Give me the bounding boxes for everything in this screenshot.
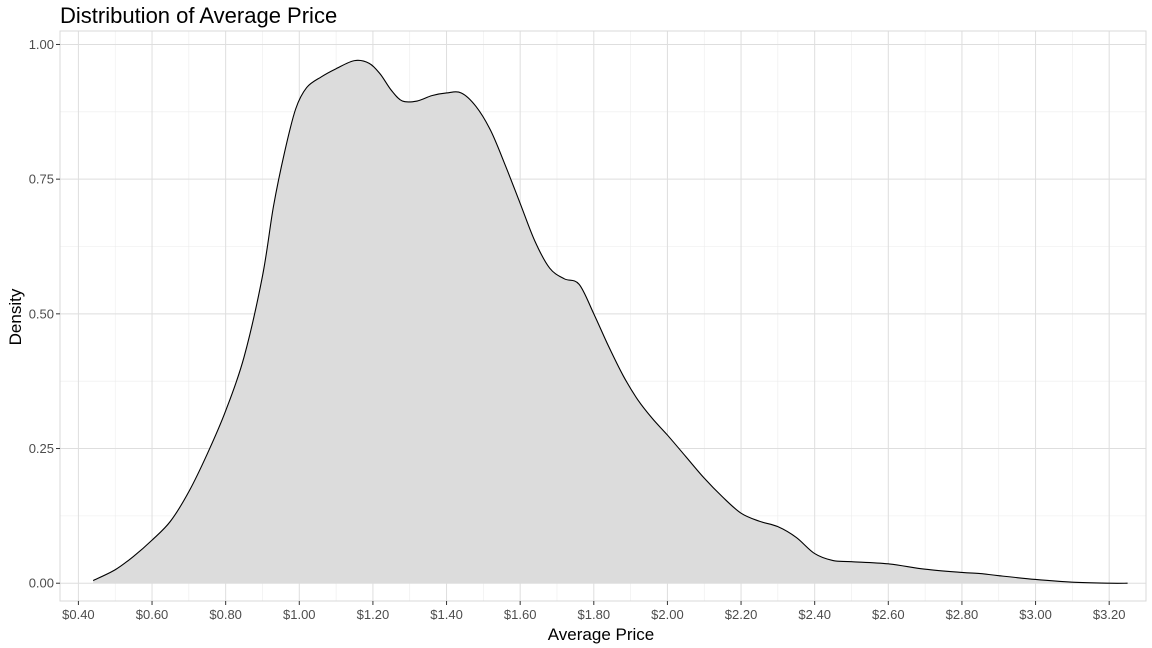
density-area-fill: [93, 60, 1128, 584]
x-axis-ticks: $0.40 $0.60 $0.80 $1.00 $1.20 $1.40 $1.60 $1.80…: [62, 601, 1125, 622]
x-axis-title: Average Price: [548, 625, 654, 644]
x-tick-label: $0.40: [62, 607, 95, 622]
x-tick-label: $1.60: [504, 607, 537, 622]
x-tick-label: $1.80: [578, 607, 611, 622]
chart-title: Distribution of Average Price: [60, 3, 337, 28]
x-tick-label: $2.60: [872, 607, 905, 622]
x-tick-label: $0.80: [209, 607, 242, 622]
y-tick-label: 0.00: [29, 576, 54, 591]
y-axis-ticks: 0.00 0.25 0.50 0.75 1.00: [29, 37, 60, 591]
x-tick-label: $3.00: [1019, 607, 1052, 622]
density-area-layer: [92, 59, 1128, 584]
x-tick-label: $2.20: [725, 607, 758, 622]
y-tick-label: 0.75: [29, 172, 54, 187]
x-tick-label: $2.80: [946, 607, 979, 622]
y-axis-title: Density: [6, 288, 25, 345]
x-tick-label: $2.00: [651, 607, 684, 622]
y-tick-label: 0.50: [29, 306, 54, 321]
x-tick-label: $1.00: [283, 607, 316, 622]
x-tick-label: $3.20: [1093, 607, 1126, 622]
density-curve-line: [92, 59, 1128, 584]
panel-border: [59, 30, 1147, 602]
x-tick-label: $1.40: [430, 607, 463, 622]
y-tick-label: 1.00: [29, 37, 54, 52]
x-tick-label: $1.20: [357, 607, 390, 622]
x-tick-label: $0.60: [136, 607, 169, 622]
y-tick-label: 0.25: [29, 441, 54, 456]
x-tick-label: $2.40: [798, 607, 831, 622]
